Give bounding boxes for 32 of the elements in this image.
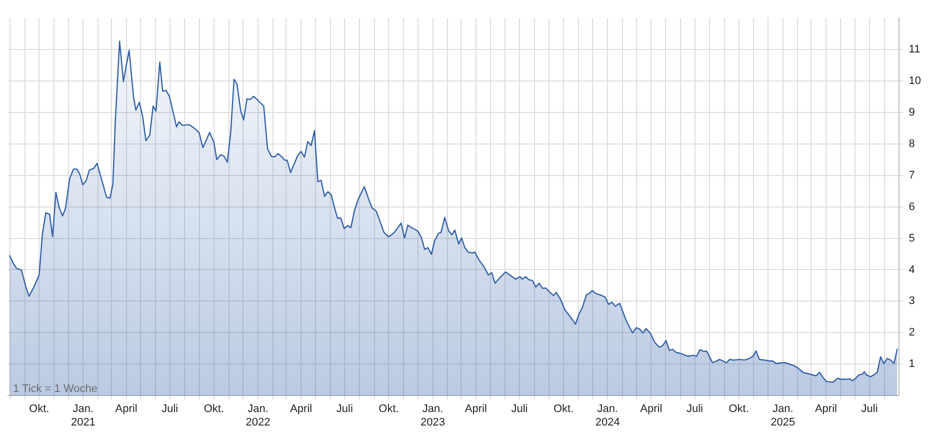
y-tick-label: 6 [908, 200, 915, 213]
x-tick-label: Juli [686, 403, 704, 416]
x-tick-label: Okt. [204, 403, 224, 416]
x-tick-label: April [814, 403, 837, 416]
x-tick-label: Okt. [553, 403, 574, 416]
x-tick-label: Juli [162, 403, 178, 416]
x-tick-label: Okt. [378, 403, 399, 416]
x-tick-label: Jan. 2023 [420, 403, 446, 428]
y-tick-label: 7 [908, 169, 915, 182]
x-tick-label: Juli [861, 403, 878, 416]
x-tick-label: April [464, 403, 487, 416]
y-tick-label: 9 [908, 106, 915, 118]
x-tick-label: April [640, 403, 662, 416]
x-tick-label: Jan. 2025 [770, 403, 796, 428]
y-tick-label: 5 [908, 232, 915, 244]
x-tick-label: Juli [511, 403, 528, 416]
y-tick-label: 10 [908, 74, 922, 87]
x-tick-label: April [115, 403, 138, 416]
y-tick-label: 4 [908, 264, 915, 276]
x-tick-label: Okt. [29, 403, 50, 416]
y-tick-label: 1 [908, 358, 915, 370]
x-tick-label: Jan. 2022 [246, 403, 270, 428]
x-tick-label: Okt. [728, 403, 749, 416]
y-tick-label: 3 [908, 295, 915, 308]
annotation: 1 Tick = 1 Woche [13, 383, 98, 396]
y-tick-label: 8 [908, 138, 915, 150]
x-tick-label: Juli [336, 403, 353, 416]
y-tick-label: 2 [908, 326, 915, 339]
y-tick-label: 11 [908, 44, 920, 56]
x-tick-label: April [290, 403, 312, 416]
x-tick-label: Jan. 2021 [70, 403, 96, 428]
x-tick-label: Jan. 2024 [595, 403, 620, 428]
